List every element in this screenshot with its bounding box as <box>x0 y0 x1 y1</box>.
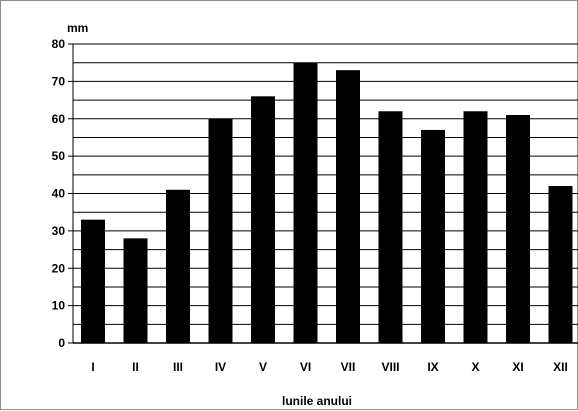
x-tick-label: II <box>132 360 139 374</box>
x-tick-label: I <box>91 360 94 374</box>
bar <box>548 186 573 343</box>
bar <box>336 70 360 343</box>
bars <box>81 62 573 344</box>
x-tick-label: X <box>471 360 479 374</box>
bar <box>208 118 233 343</box>
x-tick-label: VIII <box>381 360 399 374</box>
y-tick-label: 50 <box>52 149 66 163</box>
bar <box>293 62 318 343</box>
y-tick-label: 30 <box>52 224 66 238</box>
y-tick-label: 10 <box>52 299 66 313</box>
x-tick-label: IX <box>427 360 438 374</box>
bar <box>166 189 190 343</box>
x-axis: I II III IV V VI VII VIII IX X XI XII <box>73 342 578 374</box>
x-tick-label: XI <box>512 360 523 374</box>
y-axis: 0 10 20 30 40 50 60 70 80 <box>52 37 74 350</box>
y-tick-label: 60 <box>52 112 66 126</box>
x-axis-label: lunile anului <box>282 394 352 408</box>
bar <box>251 96 275 343</box>
gridlines <box>73 43 578 344</box>
bar <box>123 238 148 343</box>
y-tick-label: 20 <box>52 261 66 275</box>
y-axis-label: mm <box>67 21 88 35</box>
y-tick-label: 40 <box>52 187 66 201</box>
x-tick-label: XII <box>553 360 568 374</box>
bar <box>506 115 530 343</box>
bar <box>378 111 403 344</box>
x-tick-label: III <box>173 360 183 374</box>
bar <box>421 129 445 343</box>
x-tick-label: V <box>259 360 267 374</box>
bar <box>463 111 488 344</box>
y-tick-label: 70 <box>52 74 66 88</box>
x-tick-label: VII <box>341 360 356 374</box>
x-tick-label: IV <box>215 360 226 374</box>
y-tick-label: 0 <box>58 336 65 350</box>
y-tick-label: 80 <box>52 37 66 51</box>
bar <box>81 219 105 343</box>
x-tick-label: VI <box>300 360 311 374</box>
